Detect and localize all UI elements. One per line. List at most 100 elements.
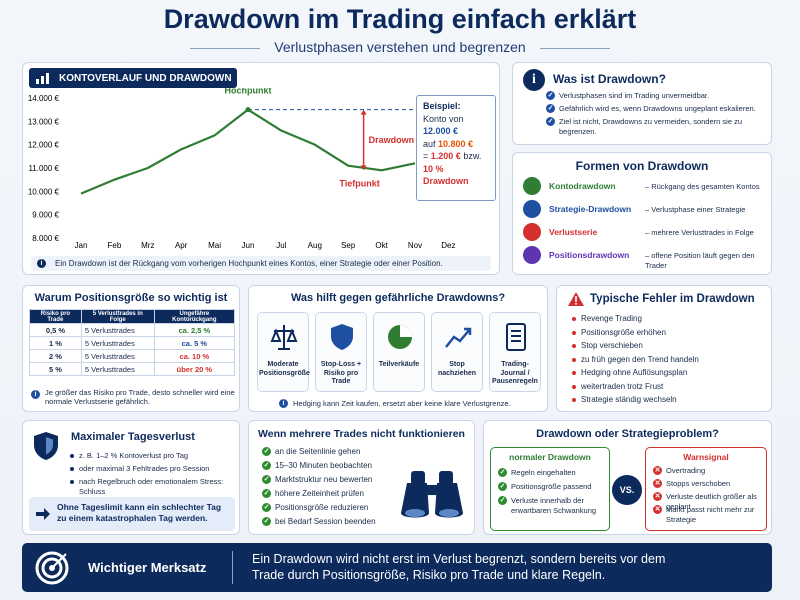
list-item: Positionsgröße passend (511, 482, 592, 491)
info-icon: i (523, 69, 545, 91)
mistakes-panel: Typische Fehler im Drawdown Revenge Trad… (556, 285, 772, 412)
callout: Ohne Tageslimit kann ein schlechter Tag … (29, 497, 235, 531)
check-icon: ✓ (546, 117, 555, 126)
warning-box: Warnsignal ✕ Overtrading ✕ Stopps verschobe… (645, 447, 767, 531)
table-cell: 1 % (29, 336, 82, 350)
card-icon (388, 325, 412, 349)
y-tick-label: 13.000 € (28, 117, 60, 126)
check-icon: ✓ (498, 496, 507, 505)
help-card: Stop-Loss + Risiko pro Trade (315, 312, 367, 392)
form-name: Verlustserie (549, 227, 598, 237)
vs-badge: VS. (612, 475, 642, 505)
x-tick-label: Sep (341, 241, 356, 250)
y-tick-label: 12.000 € (28, 141, 60, 150)
column-header: 5 Verlusttrades in Folge (80, 309, 155, 324)
card-label: Moderate Positionsgröße (259, 361, 310, 377)
example-box: Beispiel: Konto von 12.000 € auf 10.800 … (416, 95, 496, 201)
card-icon (506, 323, 526, 351)
form-desc: – Verlustphase einer Strategie (645, 205, 746, 214)
form-desc: – mehrere Verlusttrades in Folge (645, 228, 754, 237)
divider (190, 48, 260, 49)
line-chart: 8.000 € 9.000 € 10.000 € 11.000 € 12.000 € 13… (28, 88, 456, 250)
bullet (70, 467, 74, 471)
list-item: Positionsgröße erhöhen (581, 327, 666, 337)
table-cell: über 20 % (153, 362, 236, 376)
x-tick-label: Nov (408, 241, 422, 250)
list-item: Marktstruktur neu bewerten (275, 475, 373, 484)
daily-loss-panel: Maximaler Tagesverlust z. B. 1–2 % Konto… (22, 420, 240, 535)
list-item: oder maximal 3 Fehltrades pro Session (79, 464, 210, 473)
bullet (70, 480, 74, 484)
info-icon: i (37, 259, 46, 268)
annotation: Tiefpunkt (339, 178, 379, 188)
form-name: Positionsdrawdown (549, 250, 630, 260)
x-tick-label: Jun (242, 241, 255, 250)
list-item: Stopps verschoben (666, 479, 731, 488)
help-card: Trading-Journal / Pausenregeln (489, 312, 541, 392)
page-subtitle: Verlustphasen verstehen und begrenzen (274, 39, 526, 55)
x-tick-label: Okt (375, 241, 388, 250)
help-card: Stop nachziehen (431, 312, 483, 392)
normal-box: normaler Drawdown ✓ Regeln eingehalten ✓ Po… (490, 447, 610, 531)
x-tick-label: Aug (308, 241, 322, 250)
list-item: zu früh gegen den Trend handeln (581, 354, 699, 364)
info-icon: i (31, 390, 40, 399)
example-value: 1.200 € (430, 151, 461, 161)
divider (232, 551, 233, 584)
callout-text: Ohne Tageslimit kann ein schlechter Tag … (57, 502, 222, 523)
table-cell: ca. 2,5 % (153, 323, 236, 337)
chart-note: Ein Drawdown ist der Rückgang vom vorher… (55, 259, 443, 268)
list-item: Hedging ohne Auflösungsplan (581, 368, 688, 377)
note-bar: i Ein Drawdown ist der Rückgang vom vorh… (31, 256, 491, 271)
check-icon: ✓ (262, 447, 271, 456)
warning-icon (568, 292, 584, 306)
x-tick-label: Mai (208, 241, 221, 250)
example-value: 12.000 € (423, 126, 459, 136)
bullet (572, 357, 576, 362)
position-size-panel: Warum Positionsgröße so wichtig ist Risi… (22, 285, 240, 412)
risk-table: Risiko pro Trade 5 Verlusttrades in Folge… (29, 309, 236, 376)
table-cell: 2 % (29, 349, 82, 363)
table-note: Je größer das Risiko pro Trade, desto sc… (45, 388, 235, 406)
banner-title: Wichtiger Merksatz (88, 560, 207, 575)
card-icon (445, 327, 472, 348)
example-text: bzw. (463, 151, 482, 161)
check-icon: ✓ (262, 475, 271, 484)
help-card: Teilverkäufe (373, 312, 425, 392)
binoculars-icon (401, 471, 463, 518)
form-name: Kontodrawdown (549, 181, 616, 191)
form-desc: – offene Position läuft gegen den Trader (645, 251, 755, 270)
annotation: Hochpunkt (225, 88, 272, 96)
x-tick-label: Jan (75, 241, 88, 250)
bullet (572, 330, 576, 335)
table-cell: ca. 10 % (153, 349, 236, 363)
x-tick-label: Feb (108, 241, 122, 250)
list-item: Verluste innerhalb der erwartbaren Schwa… (511, 496, 597, 515)
chart-heading-bg: KONTOVERLAUF UND DRAWDOWN (29, 68, 237, 88)
annotation: Drawdown (369, 135, 415, 145)
card-label: Teilverkäufe (378, 361, 420, 368)
example-text: Konto von (423, 113, 464, 124)
comparison-panel: Drawdown oder Strategieproblem? normaler… (483, 420, 772, 535)
panel-title: Formen von Drawdown (575, 159, 709, 173)
example-text: = (423, 151, 429, 161)
x-tick-label: Mrz (141, 241, 154, 250)
cross-icon: ✕ (653, 479, 662, 488)
form-desc: – Rückgang des gesamten Kontos (645, 182, 760, 191)
page-title: Drawdown im Trading einfach erklärt (163, 4, 637, 34)
table-row: 0,5 % 5 Verlusttrades ca. 2,5 % (29, 323, 236, 337)
card-label: Stop nachziehen (437, 361, 477, 377)
x-tick-label: Dez (441, 241, 455, 250)
card-icon (331, 324, 353, 350)
check-icon: ✓ (546, 91, 555, 100)
example-title: Beispiel: (423, 101, 461, 111)
list-item: Verlustphasen sind im Trading unvermeidb… (559, 91, 710, 100)
list-item: nach Regelbruch oder emotionalem Stress:… (79, 477, 224, 496)
y-tick-label: 8.000 € (32, 234, 59, 243)
bullet (572, 371, 576, 375)
list-item: weitertraden trotz Frust (581, 381, 664, 391)
arrow-icon (36, 508, 50, 520)
y-tick-label: 10.000 € (28, 187, 60, 196)
card-label: Trading-Journal / Pausenregeln (492, 361, 538, 385)
